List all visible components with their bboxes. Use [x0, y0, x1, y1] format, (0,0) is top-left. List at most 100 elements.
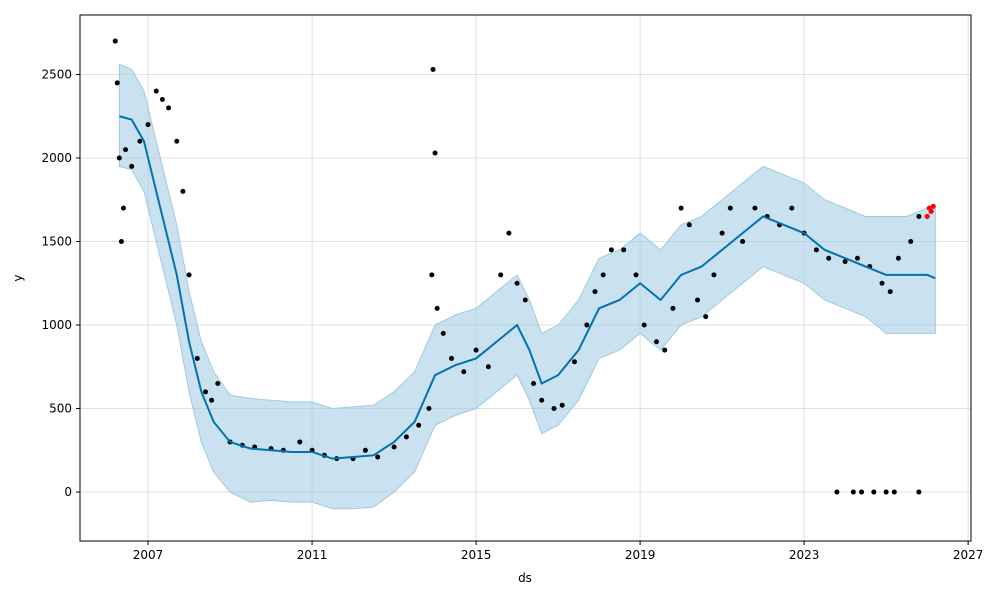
data-point — [485, 364, 491, 370]
data-point — [432, 150, 438, 156]
data-point — [375, 454, 381, 460]
uncertainty-band — [118, 63, 936, 510]
data-point — [123, 147, 129, 153]
data-point — [727, 205, 733, 211]
data-point — [120, 205, 126, 211]
data-point — [879, 280, 885, 286]
data-point — [551, 406, 557, 412]
data-point — [180, 188, 186, 194]
data-point — [871, 489, 877, 495]
data-point — [641, 322, 647, 328]
data-point — [916, 489, 922, 495]
data-point — [202, 389, 208, 395]
x-axis-label: ds — [518, 571, 532, 585]
data-point — [498, 272, 504, 278]
data-point — [678, 205, 684, 211]
data-point — [153, 88, 159, 94]
y-tick-label: 0 — [64, 485, 72, 499]
data-point — [571, 359, 577, 365]
data-point — [145, 122, 151, 128]
data-point — [740, 239, 746, 245]
x-tick-label: 2015 — [461, 548, 492, 562]
x-tick-label: 2007 — [133, 548, 164, 562]
data-point — [789, 205, 795, 211]
forecast-line — [119, 115, 936, 460]
y-tick-label: 500 — [49, 402, 72, 416]
data-point — [854, 255, 860, 261]
data-point — [834, 489, 840, 495]
data-point — [434, 305, 440, 311]
data-point — [600, 272, 606, 278]
data-point — [430, 66, 436, 72]
data-point — [662, 347, 668, 353]
data-point — [924, 213, 930, 219]
y-axis-label: y — [11, 274, 25, 281]
data-point — [166, 105, 172, 111]
x-tick-label: 2011 — [297, 548, 328, 562]
data-point — [159, 97, 165, 103]
data-point — [112, 38, 118, 44]
data-point — [752, 205, 758, 211]
data-point — [426, 406, 432, 412]
data-point — [416, 422, 422, 428]
data-point — [695, 297, 701, 303]
data-point — [403, 434, 409, 440]
y-tick-label: 2000 — [41, 151, 72, 165]
data-point — [654, 339, 660, 345]
data-point — [711, 272, 717, 278]
data-point — [209, 397, 215, 403]
data-point — [850, 489, 856, 495]
data-point — [530, 380, 536, 386]
data-point — [928, 208, 934, 214]
data-point — [118, 239, 124, 245]
x-tick-label: 2027 — [953, 548, 984, 562]
data-point — [608, 247, 614, 253]
data-point — [539, 397, 545, 403]
y-tick-label: 2500 — [41, 67, 72, 81]
data-point — [813, 247, 819, 253]
data-point — [842, 259, 848, 265]
data-point — [514, 280, 520, 286]
data-point — [174, 138, 180, 144]
data-point — [391, 444, 397, 450]
data-point — [703, 314, 709, 320]
data-point — [559, 402, 565, 408]
data-point — [895, 255, 901, 261]
data-point — [621, 247, 627, 253]
data-point — [506, 230, 512, 236]
data-point — [448, 355, 454, 361]
y-tick-label: 1500 — [41, 235, 72, 249]
data-point — [859, 489, 865, 495]
data-point — [686, 222, 692, 228]
y-tick-label: 1000 — [41, 318, 72, 332]
data-point — [584, 322, 590, 328]
data-point — [114, 80, 120, 86]
data-point — [930, 203, 936, 209]
data-point — [186, 272, 192, 278]
data-point — [592, 289, 598, 295]
x-tick-label: 2019 — [625, 548, 656, 562]
data-point — [719, 230, 725, 236]
data-point — [362, 447, 368, 453]
data-point — [916, 213, 922, 219]
data-point — [670, 305, 676, 311]
x-tick-label: 2023 — [789, 548, 820, 562]
data-point — [137, 138, 143, 144]
data-point — [194, 355, 200, 361]
data-point — [215, 380, 221, 386]
data-point — [908, 239, 914, 245]
data-point — [891, 489, 897, 495]
data-point — [633, 272, 639, 278]
data-point — [429, 272, 435, 278]
plot-frame — [79, 14, 972, 542]
data-point — [116, 155, 122, 161]
data-point — [522, 297, 528, 303]
data-point — [883, 489, 889, 495]
data-point — [297, 439, 303, 445]
data-point — [887, 289, 893, 295]
data-point — [440, 330, 446, 336]
data-point — [473, 347, 479, 353]
data-point — [129, 163, 135, 169]
data-point — [826, 255, 832, 261]
